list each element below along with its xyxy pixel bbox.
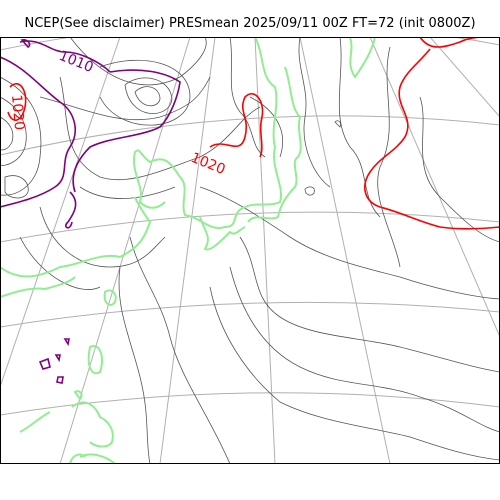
longitude-line: [429, 36, 500, 118]
isobar: [124, 77, 173, 114]
isobar: [229, 36, 266, 158]
isobar: [0, 116, 14, 151]
isobar-1020: [7, 83, 27, 121]
coastline: [247, 66, 302, 223]
isobar: [129, 236, 231, 465]
coastline: [73, 390, 83, 401]
latitude-line: [0, 211, 500, 243]
isobar: [209, 286, 500, 461]
isobar: [229, 266, 500, 433]
isobar-1020: [364, 48, 500, 230]
isobars-thin: [0, 36, 500, 465]
coastline: [0, 196, 152, 278]
isobar: [39, 206, 166, 268]
coastline: [87, 345, 103, 375]
longitude-line: [369, 36, 500, 338]
contour-label-1020-left: 1020: [8, 94, 27, 131]
isobar: [199, 186, 500, 300]
isobar: [59, 76, 261, 181]
isobar: [249, 96, 284, 158]
isobar-1010: [56, 376, 64, 384]
coastline: [69, 453, 86, 465]
coastline: [349, 36, 376, 79]
latitude-line: [0, 115, 500, 156]
isobar-1010: [63, 338, 70, 347]
coastline: [199, 216, 246, 251]
isobar: [118, 266, 151, 465]
isobar-1010: [20, 39, 31, 48]
isobar-1010: [54, 354, 61, 363]
coastline: [132, 36, 283, 229]
isobar: [0, 96, 27, 166]
graticule: [0, 21, 500, 465]
isobar-1010: [38, 357, 51, 370]
coastline: [19, 411, 51, 433]
isobar: [69, 36, 207, 86]
isobar: [304, 186, 315, 196]
map-panel: 1010 1020 1020: [0, 21, 500, 465]
longitude-line: [299, 36, 391, 465]
longitude-line: [0, 36, 121, 388]
isobar: [298, 36, 331, 188]
coastline: [71, 401, 114, 448]
coastline: [103, 289, 117, 306]
isobar-1010: [19, 40, 111, 73]
isobar: [79, 186, 176, 199]
isobar: [0, 76, 42, 196]
isobar: [377, 46, 401, 268]
isobar: [4, 175, 29, 199]
isobar-1020: [209, 93, 264, 158]
isobar: [338, 36, 381, 218]
isobar: [99, 59, 191, 126]
coastline: [0, 276, 76, 298]
isobar-1010: [72, 69, 181, 193]
isobar: [334, 120, 341, 128]
latitude-line: [0, 392, 500, 416]
isobar-1010: [65, 191, 77, 229]
isobar: [239, 236, 500, 373]
isobar-1010: [0, 56, 76, 208]
isobar: [19, 236, 101, 290]
isobar: [134, 86, 161, 107]
coastlines: [0, 36, 376, 465]
longitude-line: [159, 36, 216, 465]
isobar: [419, 96, 500, 243]
latitude-line: [0, 301, 500, 328]
isobar: [39, 76, 211, 121]
pressure-map: 1010 1020 1020: [0, 21, 500, 465]
chart-title: NCEP(See disclaimer) PRESmean 2025/09/11…: [24, 16, 476, 31]
isobars-1010: [0, 39, 181, 384]
